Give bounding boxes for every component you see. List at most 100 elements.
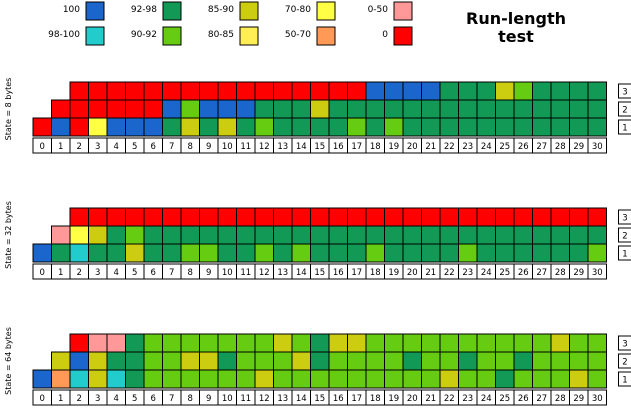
col-label-0: 0 [40, 142, 45, 152]
cell-p2-r1-c9 [199, 243, 219, 263]
cell-p3-r2-c14 [291, 351, 311, 371]
legend-label-c7080: 70-80 [285, 5, 311, 15]
cell-p3-r2-c6 [143, 351, 163, 371]
cell-p3-r3-c18 [365, 333, 385, 353]
cell-p2-r3-c23 [458, 207, 478, 227]
cell-p3-r1-c18 [365, 369, 385, 389]
cell-p3-r2-c1 [51, 351, 71, 371]
cell-p1-r2-c19 [384, 99, 404, 119]
legend-swatch-c050 [393, 1, 413, 21]
cell-p3-r1-c28 [550, 369, 570, 389]
col-label-29: 29 [573, 142, 584, 152]
row-label-3: 3 [622, 214, 627, 224]
cell-p1-r3-c24 [476, 81, 496, 101]
col-label-22: 22 [444, 142, 455, 152]
cell-p2-r3-c18 [365, 207, 385, 227]
col-label-16: 16 [333, 142, 344, 152]
cell-p3-r2-c19 [384, 351, 404, 371]
legend-swatch-c7080 [316, 1, 336, 21]
cell-p1-r1-c9 [199, 117, 219, 137]
cell-p2-r3-c12 [254, 207, 274, 227]
cell-p3-r3-c21 [421, 333, 441, 353]
cell-p1-r3-c14 [291, 81, 311, 101]
panel-2: 0 1 2 3 4 5 6 7 8 9 10 11 12 13 14 15 16 17 18 19 20 21 22 23 24… [4, 201, 631, 280]
cell-p3-r3-c9 [199, 333, 219, 353]
cell-p2-r1-c26 [513, 243, 533, 263]
legend-label-c5070: 50-70 [285, 30, 311, 40]
cell-p3-r2-c22 [439, 351, 459, 371]
cell-p1-r3-c4 [106, 81, 126, 101]
row-label-box-3 [618, 209, 631, 225]
legend-label-c9298: 92-98 [131, 5, 157, 15]
col-label-22: 22 [444, 394, 455, 404]
cell-p2-r1-c11 [236, 243, 256, 263]
chart-title: Run-length test [466, 9, 566, 46]
cell-p1-r1-c6 [143, 117, 163, 137]
cell-p3-r2-c23 [458, 351, 478, 371]
col-label-12: 12 [259, 142, 270, 152]
cell-p1-r2-c12 [254, 99, 274, 119]
cell-p2-r3-c17 [347, 207, 367, 227]
cell-p2-r3-c25 [495, 207, 515, 227]
cell-p1-r2-c16 [328, 99, 348, 119]
cell-p1-r1-c3 [88, 117, 108, 137]
cell-p1-r2-c7 [162, 99, 182, 119]
cell-p2-r2-c4 [106, 225, 126, 245]
cell-p3-r2-c12 [254, 351, 274, 371]
cell-p2-r3-c3 [88, 207, 108, 227]
cell-p1-r1-c0 [32, 117, 52, 137]
cell-p1-r1-c23 [458, 117, 478, 137]
cell-p1-r1-c15 [310, 117, 330, 137]
col-label-16: 16 [333, 268, 344, 278]
cell-p3-r3-c13 [273, 333, 293, 353]
cell-p2-r3-c2 [69, 207, 89, 227]
col-label-box-30 [587, 263, 607, 280]
col-label-23: 23 [462, 394, 473, 404]
col-label-6: 6 [151, 142, 156, 152]
row-label-box-3 [618, 83, 631, 99]
cell-p1-r3-c13 [273, 81, 293, 101]
col-label-7: 7 [169, 268, 174, 278]
cell-p1-r3-c20 [402, 81, 422, 101]
cell-p3-r2-c3 [88, 351, 108, 371]
legend-label-c9092: 90-92 [131, 30, 157, 40]
col-label-29: 29 [573, 394, 584, 404]
cell-p1-r2-c6 [143, 99, 163, 119]
col-label-18: 18 [370, 268, 381, 278]
cell-p1-r1-c13 [273, 117, 293, 137]
cell-p1-r1-c2 [69, 117, 89, 137]
cell-p3-r3-c3 [88, 333, 108, 353]
col-label-6: 6 [151, 394, 156, 404]
col-label-24: 24 [481, 394, 492, 404]
cell-p2-r1-c13 [273, 243, 293, 263]
cell-p1-r1-c22 [439, 117, 459, 137]
cell-p3-r3-c23 [458, 333, 478, 353]
cell-p3-r2-c20 [402, 351, 422, 371]
cell-p2-r2-c11 [236, 225, 256, 245]
col-label-14: 14 [296, 142, 307, 152]
cell-p2-r1-c4 [106, 243, 126, 263]
cell-p2-r3-c20 [402, 207, 422, 227]
col-label-4: 4 [114, 142, 119, 152]
cell-p1-r1-c1 [51, 117, 71, 137]
cell-p3-r3-c25 [495, 333, 515, 353]
legend-label-c100: 100 [63, 5, 80, 15]
col-label-5: 5 [132, 268, 137, 278]
col-label-1: 1 [58, 394, 63, 404]
cell-p2-r1-c20 [402, 243, 422, 263]
cell-p3-r1-c19 [384, 369, 404, 389]
cell-p1-r3-c19 [384, 81, 404, 101]
cell-p3-r1-c13 [273, 369, 293, 389]
cell-p1-r3-c7 [162, 81, 182, 101]
col-label-4: 4 [114, 394, 119, 404]
cell-p1-r1-c26 [513, 117, 533, 137]
col-label-25: 25 [499, 268, 510, 278]
col-label-24: 24 [481, 142, 492, 152]
cell-p1-r1-c12 [254, 117, 274, 137]
cell-p1-r2-c1 [51, 99, 71, 119]
cell-p1-r1-c30 [587, 117, 607, 137]
cell-p1-r1-c8 [180, 117, 200, 137]
cell-p3-r3-c5 [125, 333, 145, 353]
cell-p2-r1-c24 [476, 243, 496, 263]
cell-p1-r2-c8 [180, 99, 200, 119]
